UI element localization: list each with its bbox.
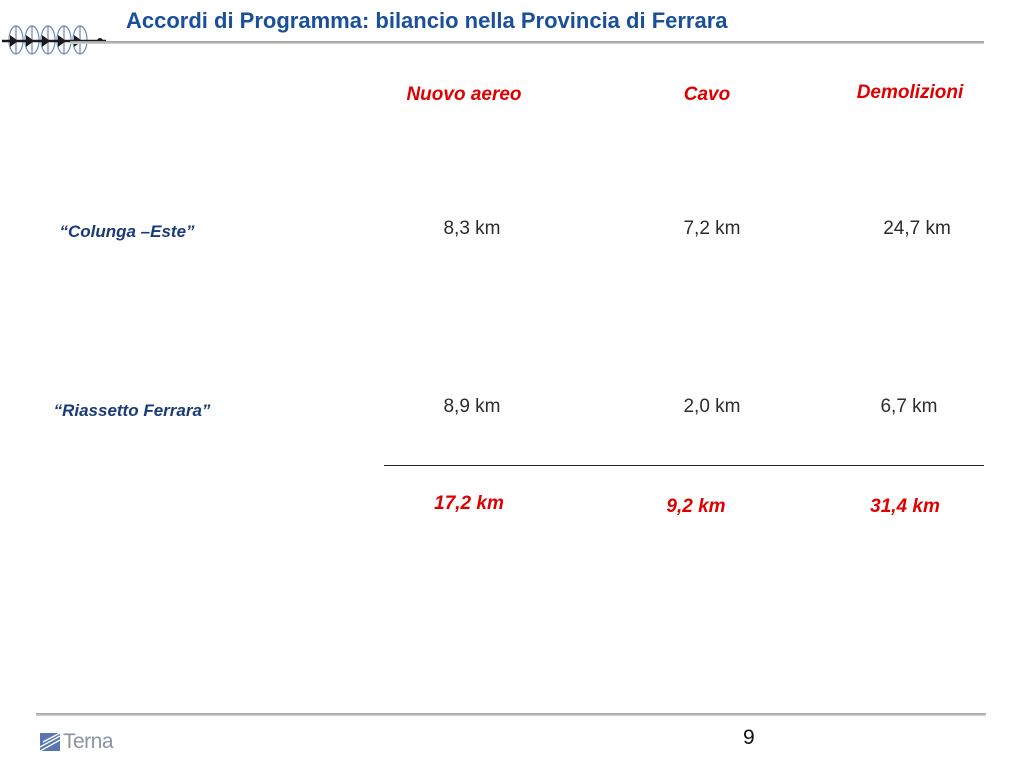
cell-colunga-cavo: 7,2 km [683, 218, 741, 239]
page-number: 9 [743, 726, 755, 749]
column-header-nuovo-aereo: Nuovo aereo [406, 84, 522, 105]
cell-colunga-nuovo-aereo: 8,3 km [443, 218, 501, 239]
terna-logo: Terna [39, 730, 114, 754]
total-demolizioni: 31,4 km [870, 496, 940, 517]
column-header-demolizioni: Demolizioni [856, 82, 964, 103]
column-header-cavo: Cavo [683, 84, 731, 105]
brand-name: Terna [63, 730, 114, 753]
total-cavo: 9,2 km [666, 496, 726, 517]
total-nuovo-aereo: 17,2 km [434, 493, 504, 514]
cell-colunga-demolizioni: 24,7 km [883, 218, 951, 239]
terna-logo-icon [39, 732, 62, 752]
row-label-colunga-este: “Colunga –Este” [59, 222, 195, 241]
title-divider [70, 41, 984, 44]
footer-divider [36, 713, 986, 716]
cell-riassetto-cavo: 2,0 km [683, 396, 741, 417]
cell-riassetto-nuovo-aereo: 8,9 km [443, 396, 501, 417]
cell-riassetto-demolizioni: 6,7 km [880, 396, 938, 417]
page-title: Accordi di Programma: bilancio nella Pro… [126, 8, 728, 33]
row-label-riassetto-ferrara: “Riassetto Ferrara” [53, 401, 211, 420]
totals-divider [384, 465, 984, 466]
